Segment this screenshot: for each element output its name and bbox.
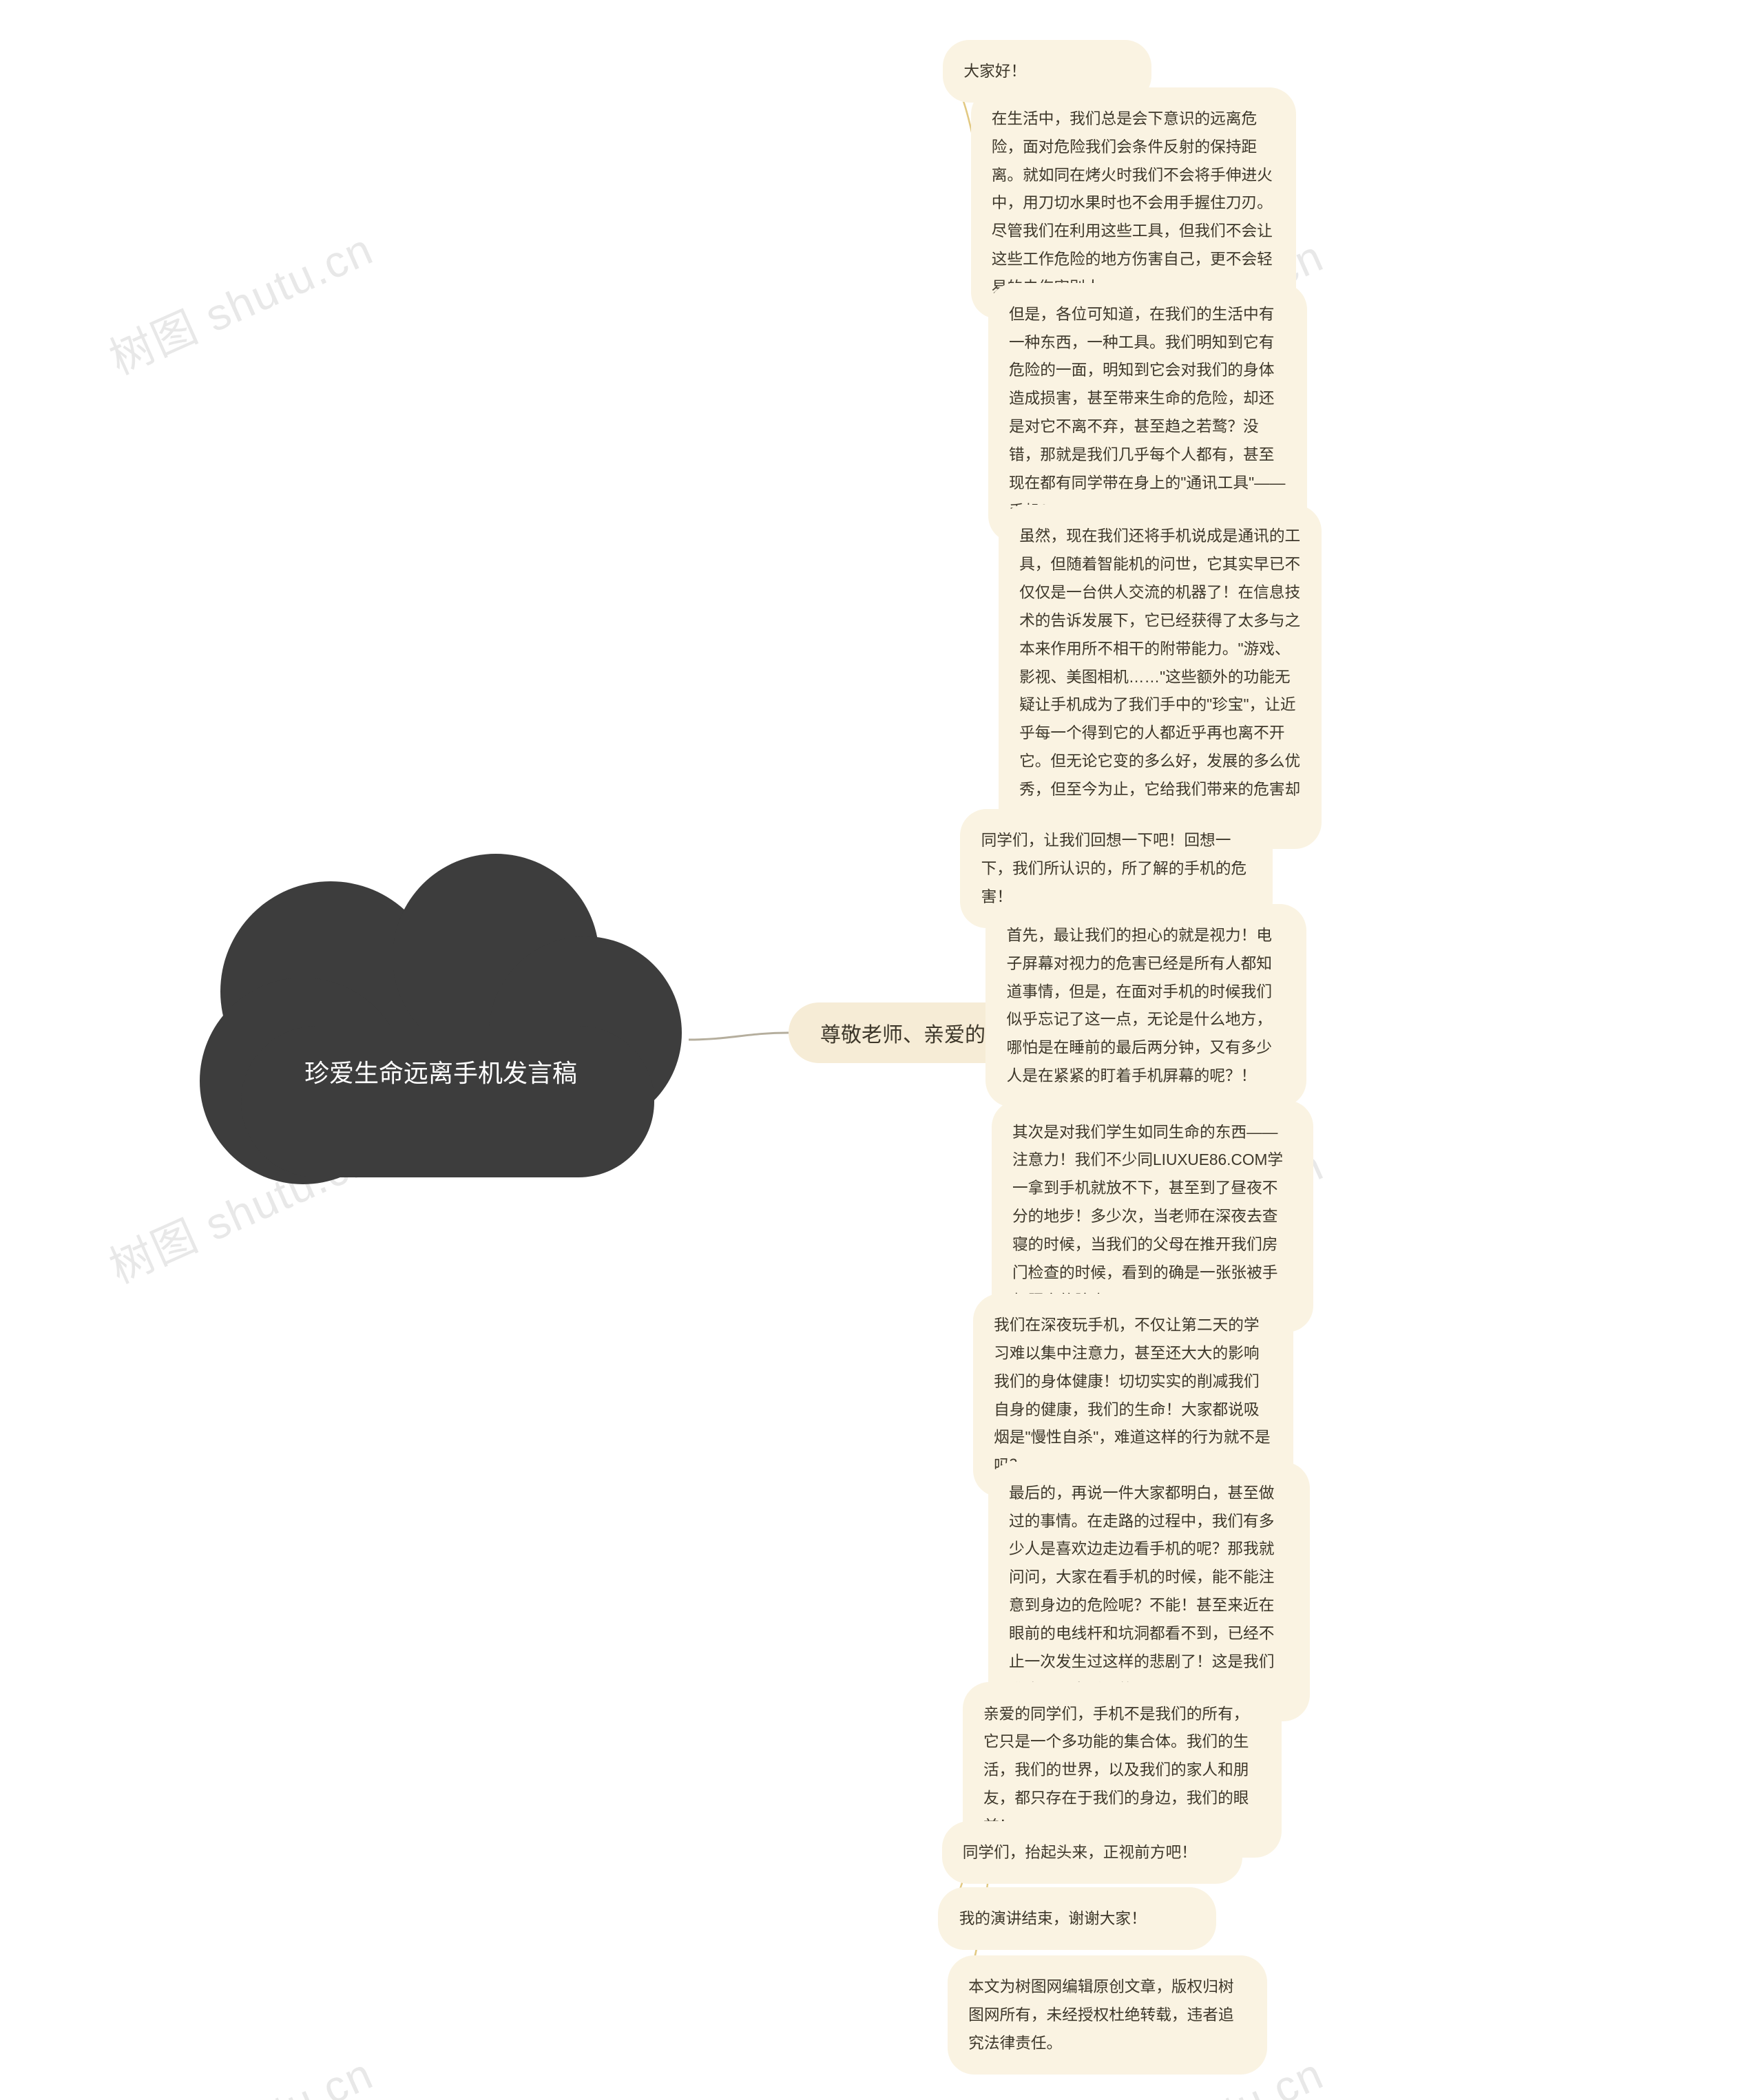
mindmap-canvas: 树图 shutu.cn 树图 shutu.cn 树图 shutu.cn 树图 s…	[0, 0, 1763, 2100]
cloud-icon	[179, 847, 702, 1191]
leaf-node[interactable]: 同学们，抬起头来，正视前方吧！	[942, 1821, 1243, 1884]
leaf-node[interactable]: 本文为树图网编辑原创文章，版权归树图网所有，未经授权杜绝转载，违者追究法律责任。	[948, 1955, 1267, 2075]
leaf-node[interactable]: 虽然，现在我们还将手机说成是通讯的工具，但随着智能机的问世，它其实早已不仅仅是一…	[999, 505, 1322, 848]
root-label: 珍爱生命远离手机发言稿	[179, 1053, 702, 1089]
leaf-node[interactable]: 首先，最让我们的担心的就是视力！电子屏幕对视力的危害已经是所有人都知道事情，但是…	[985, 904, 1306, 1107]
leaf-node[interactable]: 我的演讲结束，谢谢大家！	[938, 1887, 1216, 1950]
watermark: 树图 shutu.cn	[98, 214, 382, 387]
leaf-node[interactable]: 但是，各位可知道，在我们的生活中有一种东西，一种工具。我们明知到它有危险的一面，…	[988, 283, 1308, 543]
root-node[interactable]: 珍爱生命远离手机发言稿	[179, 847, 702, 1191]
watermark: 树图 shutu.cn	[98, 2039, 382, 2100]
